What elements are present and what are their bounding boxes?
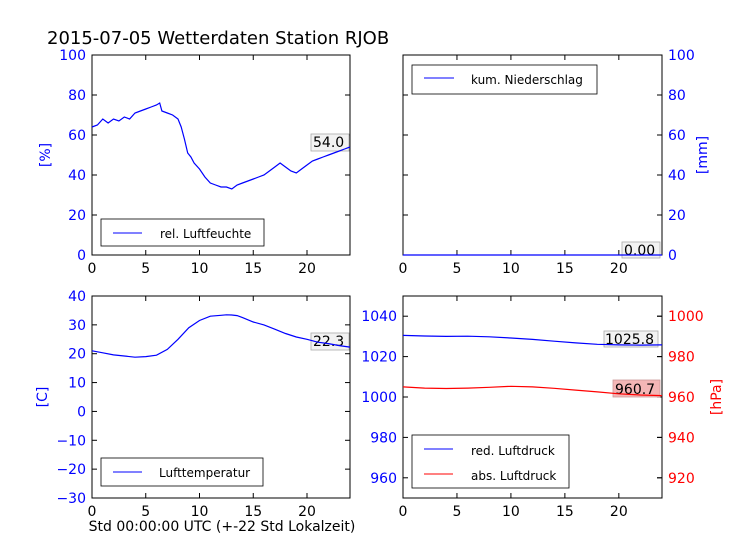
temperature-series-0-line [91, 314, 351, 358]
y2-tick-label: 960 [668, 390, 695, 406]
x-tick-label: 0 [88, 504, 97, 520]
humidity-series-0-line [91, 102, 351, 190]
y-tick-label: 60 [68, 128, 86, 144]
x-tick-label: 10 [191, 504, 209, 520]
x-tick-label: 0 [399, 504, 408, 520]
chart-title: 2015-07-05 Wetterdaten Station RJOB [47, 28, 389, 49]
pressure-series-0-line [402, 334, 663, 346]
x-tick-label: 15 [244, 504, 262, 520]
y2-tick-label: 980 [668, 350, 695, 366]
x-tick-label: 20 [610, 504, 628, 520]
pressure-legend-label-red: red. Luftdruck [471, 444, 555, 458]
y-tick-label: 80 [68, 88, 86, 104]
temperature-ylabel: [C] [35, 387, 51, 408]
humidity-last-value: 54.0 [310, 133, 350, 152]
pressure-series-1-line [402, 385, 663, 397]
y-tick-label: 80 [668, 88, 686, 104]
svg-text:54.0: 54.0 [313, 135, 344, 151]
temperature-frame [91, 295, 351, 499]
y-tick-label: 980 [370, 430, 397, 446]
y-tick-label: 100 [59, 48, 86, 64]
humidity-legend-label: rel. Luftfeuchte [160, 227, 251, 241]
temperature-xlabel: Std 00:00:00 UTC (+-22 Std Lokalzeit) [89, 519, 356, 535]
x-tick-label: 5 [141, 504, 150, 520]
humidity-frame [91, 54, 351, 256]
humidity-ylabel: [%] [38, 143, 54, 167]
y-tick-label: 20 [668, 208, 686, 224]
y2-tick-label: 940 [668, 430, 695, 446]
y-tick-label: 1000 [361, 390, 397, 406]
precipitation-last-value: 0.00 [621, 241, 661, 259]
y2-tick-label: 1000 [668, 309, 704, 325]
svg-text:22.3: 22.3 [313, 334, 344, 350]
x-tick-label: 20 [298, 261, 316, 277]
y-tick-label: 960 [370, 471, 397, 487]
precipitation-legend-label: kum. Niederschlag [471, 73, 583, 87]
x-tick-label: 15 [244, 261, 262, 277]
x-tick-label: 5 [141, 261, 150, 277]
y-tick-label: 1040 [361, 309, 397, 325]
temperature-legend: Lufttemperatur [100, 457, 264, 487]
y-tick-label: 0 [668, 248, 677, 264]
y-tick-label: −30 [56, 491, 86, 507]
y-tick-label: 20 [68, 208, 86, 224]
x-tick-label: 20 [610, 261, 628, 277]
y-tick-label: −10 [56, 433, 86, 449]
x-tick-label: 15 [556, 261, 574, 277]
y-tick-label: 40 [68, 168, 86, 184]
y-tick-label: 0 [77, 404, 86, 420]
x-tick-label: 10 [502, 504, 520, 520]
pressure-legend: red. Luftdruck abs. Luftdruck [411, 434, 570, 489]
pressure-ylabel-right: [hPa] [709, 379, 725, 415]
precipitation-legend: kum. Niederschlag [411, 64, 598, 95]
x-tick-label: 10 [502, 261, 520, 277]
x-tick-label: 0 [88, 261, 97, 277]
y-tick-label: 40 [668, 168, 686, 184]
svg-text:1025.8: 1025.8 [605, 332, 654, 348]
precipitation-chart: 0 5 10 15 20 0 20 40 60 80 100 [mm] kum. Niedersch… [399, 48, 711, 277]
x-tick-label: 0 [399, 261, 408, 277]
pressure-chart: 0 5 10 15 20 960 980 1000 1020 1040 920 940 960 980 10… [361, 295, 725, 520]
y-tick-label: 30 [68, 318, 86, 334]
y-tick-label: 60 [668, 128, 686, 144]
x-tick-label: 10 [191, 261, 209, 277]
x-tick-label: 20 [298, 504, 316, 520]
temperature-chart: 0 5 10 15 20 −30 −20 −10 0 10 20 30 40 [C] Std 00:00… [35, 289, 355, 535]
svg-text:0.00: 0.00 [624, 243, 655, 259]
temperature-legend-label: Lufttemperatur [159, 466, 250, 480]
y-tick-label: 1020 [361, 350, 397, 366]
y-tick-label: 0 [77, 248, 86, 264]
y2-tick-label: 920 [668, 471, 695, 487]
pressure-legend-label-abs: abs. Luftdruck [471, 469, 556, 483]
y-tick-label: 100 [668, 48, 695, 64]
precipitation-ylabel: [mm] [695, 136, 711, 174]
x-tick-label: 5 [452, 504, 461, 520]
humidity-legend: rel. Luftfeuchte [100, 218, 265, 247]
x-tick-label: 5 [452, 261, 461, 277]
humidity-chart: 0 5 10 15 20 0 20 40 60 80 100 [%] rel. Luftfeucht… [38, 48, 351, 277]
y-tick-label: −20 [56, 462, 86, 478]
y-tick-label: 10 [68, 376, 86, 392]
x-tick-label: 15 [556, 504, 574, 520]
y-tick-label: 20 [68, 347, 86, 363]
pressure-last-value-red: 1025.8 [603, 330, 659, 348]
y-tick-label: 40 [68, 289, 86, 305]
